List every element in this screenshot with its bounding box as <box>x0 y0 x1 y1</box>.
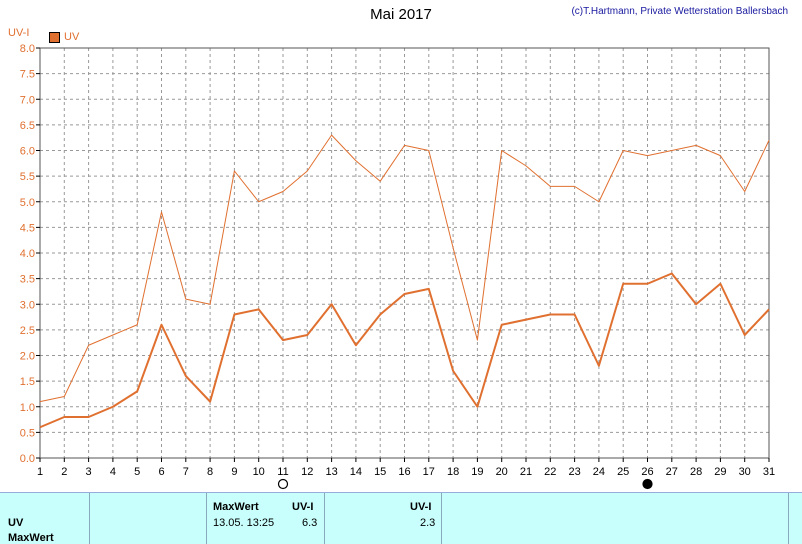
credit-text: (c)T.Hartmann, Private Wetterstation Bal… <box>571 6 788 17</box>
x-tick-label: 11 <box>277 466 288 478</box>
avg-value: 2.3 <box>420 517 436 529</box>
new-moon-marker <box>277 478 289 490</box>
x-tick-label: 17 <box>423 466 435 478</box>
series-uv-line <box>39 272 770 429</box>
summary-table: UV MaxWert MaxWert UV-I 13.05. 13:25 6.3… <box>0 492 802 544</box>
y-axis-label: UV-I <box>8 27 30 39</box>
table-empty-column-2 <box>441 493 788 544</box>
legend: UV <box>49 31 79 43</box>
x-tick-label: 25 <box>617 466 629 478</box>
x-tick-label: 18 <box>447 466 459 478</box>
y-tick-label: 1.5 <box>20 376 35 388</box>
y-tick-label: 3.5 <box>20 274 35 286</box>
y-tick-label: 7.0 <box>20 94 35 106</box>
x-tick-label: 9 <box>231 466 237 478</box>
y-tick-label: 7.5 <box>20 69 35 81</box>
header-uvi-2: UV-I <box>410 501 432 513</box>
y-tick-label: 3.0 <box>20 299 35 311</box>
x-tick-label: 3 <box>86 466 92 478</box>
y-tick-label: 2.0 <box>20 351 35 363</box>
series-max-line <box>39 134 770 403</box>
x-axis: 1 2 3 4 5 6 7 8 9 10 11 12 13 14 15 16 17 18 19 20 21 22 23 24 2… <box>37 458 775 478</box>
x-tick-label: 6 <box>158 466 164 478</box>
legend-swatch <box>49 31 60 43</box>
y-tick-label: 4.5 <box>20 222 35 234</box>
x-tick-label: 21 <box>520 466 532 478</box>
table-avg-column: UV-I 2.3 <box>324 493 441 544</box>
uv-chart: 0.0 0.5 1.0 1.5 2.0 2.5 3.0 3.5 4.0 4.5 5.0 5.5 6.0 6… <box>20 43 775 490</box>
x-tick-label: 7 <box>183 466 189 478</box>
table-maxwert-column: MaxWert UV-I 13.05. 13:25 6.3 <box>206 493 324 544</box>
y-tick-label: 0.5 <box>20 427 35 439</box>
x-tick-label: 23 <box>568 466 580 478</box>
chart-title: Mai 2017 <box>370 6 432 23</box>
y-tick-label: 8.0 <box>20 43 35 55</box>
x-tick-label: 30 <box>739 466 751 478</box>
y-tick-label: 0.0 <box>20 453 35 465</box>
legend-label: UV <box>64 31 80 43</box>
x-tick-label: 28 <box>690 466 702 478</box>
y-tick-label: 5.0 <box>20 197 35 209</box>
x-tick-label: 12 <box>301 466 313 478</box>
y-tick-label: 4.0 <box>20 248 35 260</box>
series-lines <box>39 134 770 429</box>
max-datetime: 13.05. 13:25 <box>213 517 275 529</box>
x-tick-label: 24 <box>593 466 605 478</box>
y-tick-label: 2.5 <box>20 325 35 337</box>
row-label-maxwert: MaxWert <box>8 532 54 544</box>
header-maxwert: MaxWert <box>213 501 259 513</box>
x-tick-label: 15 <box>374 466 386 478</box>
x-tick-label: 2 <box>61 466 67 478</box>
header-uvi-1: UV-I <box>292 501 314 513</box>
x-tick-label: 10 <box>253 466 265 478</box>
row-label-uv: UV <box>8 517 24 529</box>
full-moon-marker <box>642 478 653 490</box>
x-tick-label: 1 <box>37 466 43 478</box>
grid <box>39 47 770 459</box>
x-tick-label: 16 <box>398 466 410 478</box>
x-tick-label: 5 <box>134 466 140 478</box>
table-label-column: UV MaxWert <box>0 493 89 544</box>
x-tick-label: 13 <box>325 466 337 478</box>
x-tick-label: 19 <box>471 466 483 478</box>
y-tick-label: 6.0 <box>20 146 35 158</box>
x-tick-label: 27 <box>666 466 678 478</box>
x-tick-label: 20 <box>496 466 508 478</box>
y-tick-label: 6.5 <box>20 120 35 132</box>
moon-markers <box>277 478 653 490</box>
x-tick-label: 8 <box>207 466 213 478</box>
x-tick-label: 26 <box>641 466 653 478</box>
y-tick-label: 5.5 <box>20 171 35 183</box>
x-tick-label: 22 <box>544 466 556 478</box>
x-tick-label: 4 <box>110 466 116 478</box>
y-tick-label: 1.0 <box>20 402 35 414</box>
x-tick-label: 29 <box>714 466 726 478</box>
y-axis: 0.0 0.5 1.0 1.5 2.0 2.5 3.0 3.5 4.0 4.5 5.0 5.5 6.0 6… <box>20 43 40 465</box>
x-tick-label: 14 <box>350 466 362 478</box>
x-tick-label: 31 <box>763 466 775 478</box>
table-empty-column <box>89 493 206 544</box>
max-value: 6.3 <box>302 517 318 529</box>
table-edge <box>788 493 802 544</box>
